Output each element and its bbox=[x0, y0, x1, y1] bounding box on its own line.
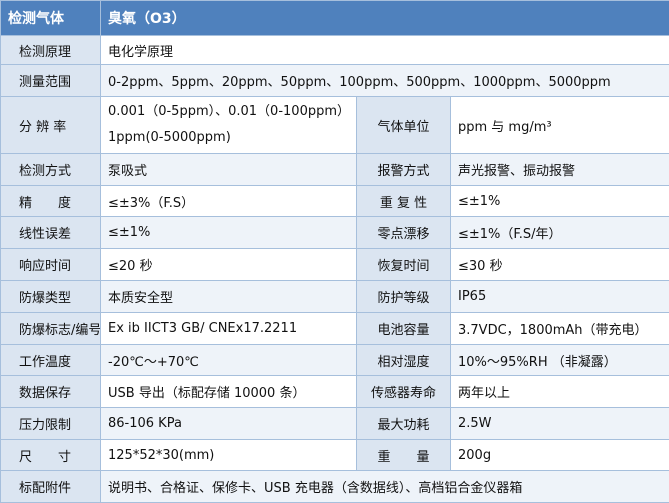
spec-value: 0.001（0-5ppm）、0.01（0-100ppm）1ppm(0-5000p… bbox=[101, 97, 357, 154]
spec-label: 零点漂移 bbox=[357, 217, 451, 249]
spec-value: ≤±3%（F.S） bbox=[101, 186, 357, 217]
spec-value: 10%～95%RH （非凝露） bbox=[451, 345, 669, 376]
spec-value: 0-2ppm、5ppm、20ppm、50ppm、100ppm、500ppm、10… bbox=[101, 65, 669, 97]
cell-line: 1ppm(0-5000ppm) bbox=[108, 125, 356, 151]
spec-label: 数据保存 bbox=[1, 376, 101, 408]
spec-label: 检测方式 bbox=[1, 154, 101, 186]
spec-value: 本质安全型 bbox=[101, 281, 357, 313]
spec-row: 检测方式泵吸式报警方式声光报警、振动报警 bbox=[1, 154, 669, 186]
cell-line: 0.001（0-5ppm）、0.01（0-100ppm） bbox=[108, 99, 356, 125]
spec-label: 重 量 bbox=[357, 440, 451, 471]
spec-value: 声光报警、振动报警 bbox=[451, 154, 669, 186]
spec-value: 说明书、合格证、保修卡、USB 充电器（含数据线）、高档铝合金仪器箱 bbox=[101, 471, 669, 503]
spec-label: 标配附件 bbox=[1, 471, 101, 503]
spec-value: ≤±1%（F.S/年） bbox=[451, 217, 669, 249]
spec-label: 响应时间 bbox=[1, 249, 101, 281]
spec-value: ≤30 秒 bbox=[451, 249, 669, 281]
spec-value: Ex ib IICT3 GB/ CNEx17.2211 bbox=[101, 313, 357, 345]
spec-label: 精 度 bbox=[1, 186, 101, 217]
spec-label: 尺 寸 bbox=[1, 440, 101, 471]
header-cell: 臭氧（O3） bbox=[101, 1, 669, 36]
spec-value: 125*52*30(mm) bbox=[101, 440, 357, 471]
spec-row: 精 度≤±3%（F.S）重 复 性≤±1% bbox=[1, 186, 669, 217]
spec-value: 86-106 KPa bbox=[101, 408, 357, 440]
spec-value: 200g bbox=[451, 440, 669, 471]
spec-label: 相对湿度 bbox=[357, 345, 451, 376]
spec-label: 压力限制 bbox=[1, 408, 101, 440]
spec-label: 线性误差 bbox=[1, 217, 101, 249]
spec-label: 检测原理 bbox=[1, 36, 101, 65]
spec-value: ppm 与 mg/m³ bbox=[451, 97, 669, 154]
spec-value: -20℃～+70℃ bbox=[101, 345, 357, 376]
spec-value: USB 导出（标配存储 10000 条） bbox=[101, 376, 357, 408]
spec-row: 检测原理电化学原理 bbox=[1, 36, 669, 65]
spec-row: 标配附件说明书、合格证、保修卡、USB 充电器（含数据线）、高档铝合金仪器箱 bbox=[1, 471, 669, 503]
spec-label: 气体单位 bbox=[357, 97, 451, 154]
spec-label: 防护等级 bbox=[357, 281, 451, 313]
spec-label: 传感器寿命 bbox=[357, 376, 451, 408]
spec-value: 电化学原理 bbox=[101, 36, 669, 65]
spec-label: 电池容量 bbox=[357, 313, 451, 345]
spec-value: ≤20 秒 bbox=[101, 249, 357, 281]
spec-value: 泵吸式 bbox=[101, 154, 357, 186]
spec-value: ≤±1% bbox=[451, 186, 669, 217]
spec-value: 3.7VDC，1800mAh（带充电） bbox=[451, 313, 669, 345]
spec-label: 测量范围 bbox=[1, 65, 101, 97]
spec-label: 最大功耗 bbox=[357, 408, 451, 440]
spec-label: 防爆类型 bbox=[1, 281, 101, 313]
header-row: 检测气体臭氧（O3） bbox=[1, 1, 669, 36]
spec-value: 2.5W bbox=[451, 408, 669, 440]
spec-label: 分 辨 率 bbox=[1, 97, 101, 154]
spec-label: 重 复 性 bbox=[357, 186, 451, 217]
spec-value: 两年以上 bbox=[451, 376, 669, 408]
spec-label: 报警方式 bbox=[357, 154, 451, 186]
spec-label: 防爆标志/编号 bbox=[1, 313, 101, 345]
spec-row: 响应时间≤20 秒恢复时间≤30 秒 bbox=[1, 249, 669, 281]
spec-value: ≤±1% bbox=[101, 217, 357, 249]
spec-label: 工作温度 bbox=[1, 345, 101, 376]
spec-value: IP65 bbox=[451, 281, 669, 313]
spec-label: 恢复时间 bbox=[357, 249, 451, 281]
spec-row: 线性误差≤±1%零点漂移≤±1%（F.S/年） bbox=[1, 217, 669, 249]
header-cell: 检测气体 bbox=[1, 1, 101, 36]
